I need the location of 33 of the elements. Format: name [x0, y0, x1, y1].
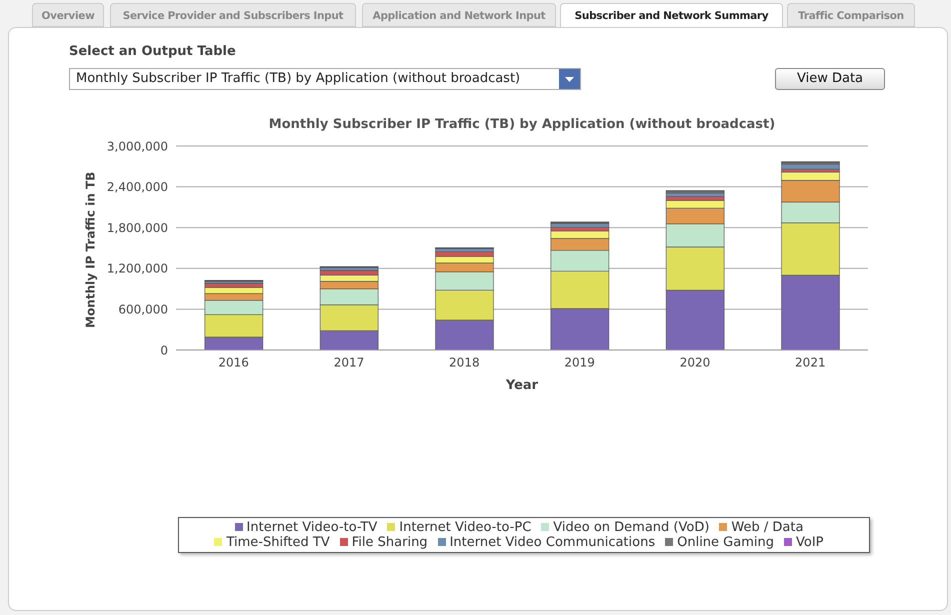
- text: View Data: [775, 68, 885, 90]
- text: Application and Network Input: [362, 3, 556, 27]
- legend-label: Video on Demand (VoD): [553, 520, 710, 535]
- x-tick-label: 2018: [449, 356, 480, 370]
- text: Overview: [32, 3, 104, 27]
- x-tick-label: 2020: [680, 356, 710, 370]
- legend-label: Internet Video-to-PC: [399, 520, 532, 535]
- legend-label: Online Gaming: [677, 535, 774, 550]
- y-tick-label: 1,800,000: [106, 220, 168, 235]
- legend-label: Web / Data: [731, 520, 804, 535]
- x-tick-label: 2019: [564, 356, 595, 370]
- text: Select an Output Table: [69, 44, 236, 59]
- text: Subscriber and Network Summary: [560, 3, 783, 27]
- x-tick-label: 2021: [795, 356, 826, 370]
- legend-label: File Sharing: [352, 535, 428, 550]
- legend-label: Time-Shifted TV: [226, 535, 330, 550]
- x-tick-label: 2016: [218, 356, 249, 370]
- y-tick-label: 2,400,000: [106, 180, 168, 194]
- x-tick-label: 2017: [334, 356, 364, 370]
- x-axis-title: Year: [504, 378, 539, 394]
- legend-label: Internet Video Communications: [450, 535, 656, 550]
- chart-title: Monthly Subscriber IP Traffic (TB) by Application (without broadcast): [268, 117, 776, 132]
- text: Traffic Comparison: [787, 3, 915, 27]
- y-tick-label: 600,000: [118, 302, 168, 316]
- legend-label: Internet Video-to-TV: [246, 520, 378, 535]
- y-tick-label: 0: [160, 343, 168, 358]
- text: Service Provider and Subscribers Input: [110, 3, 356, 27]
- bar: [666, 192, 724, 197]
- y-axis-title: Monthly IP Traffic in TB: [83, 172, 98, 328]
- y-tick-label: 1,200,000: [106, 262, 168, 276]
- text: Monthly Subscriber IP Traffic (TB) by Application (without broadcast): [69, 68, 581, 90]
- y-tick-label: 3,000,000: [106, 139, 168, 154]
- legend-label: VoIP: [796, 535, 824, 550]
